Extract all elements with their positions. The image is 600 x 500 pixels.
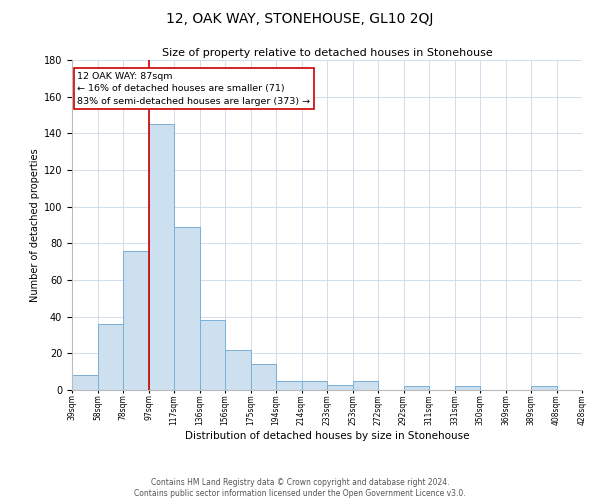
Bar (276, 381, 302, 390)
Title: Size of property relative to detached houses in Stonehouse: Size of property relative to detached ho… (161, 48, 493, 58)
Bar (404, 386, 429, 390)
Y-axis label: Number of detached properties: Number of detached properties (29, 148, 40, 302)
Text: Contains HM Land Registry data © Crown copyright and database right 2024.
Contai: Contains HM Land Registry data © Crown c… (134, 478, 466, 498)
Bar (97, 324, 123, 390)
Bar (225, 350, 251, 390)
Bar (455, 386, 480, 390)
X-axis label: Distribution of detached houses by size in Stonehouse: Distribution of detached houses by size … (185, 430, 469, 440)
Bar (149, 124, 174, 390)
Bar (327, 384, 353, 390)
Bar (531, 386, 557, 390)
Bar (123, 250, 149, 390)
Bar (199, 320, 225, 390)
Bar (174, 227, 199, 390)
Bar (72, 376, 97, 390)
Text: 12, OAK WAY, STONEHOUSE, GL10 2QJ: 12, OAK WAY, STONEHOUSE, GL10 2QJ (166, 12, 434, 26)
Bar (251, 364, 276, 390)
Bar (353, 381, 378, 390)
Bar (302, 381, 327, 390)
Text: 12 OAK WAY: 87sqm
← 16% of detached houses are smaller (71)
83% of semi-detached: 12 OAK WAY: 87sqm ← 16% of detached hous… (77, 72, 310, 106)
